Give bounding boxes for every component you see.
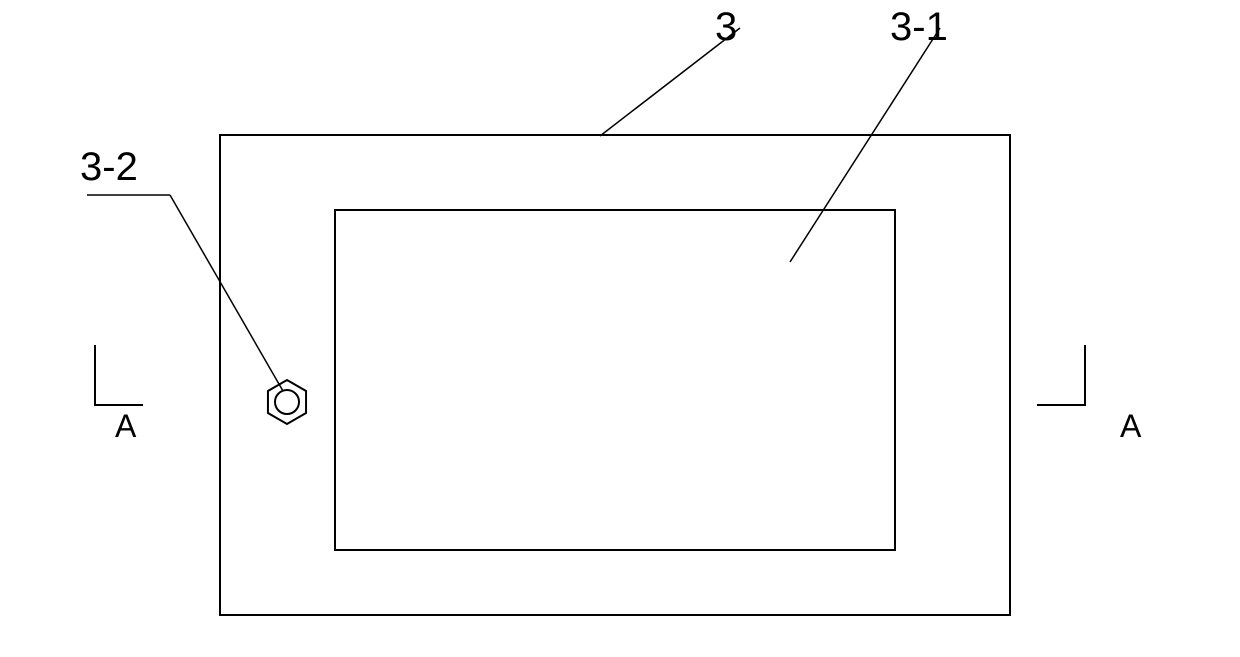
label-A-right: A bbox=[1120, 408, 1141, 445]
label-A-left: A bbox=[115, 408, 136, 445]
diagram-svg bbox=[0, 0, 1240, 657]
label-3-1: 3-1 bbox=[890, 5, 948, 50]
bolt-circle bbox=[275, 390, 299, 414]
outer-rectangle bbox=[220, 135, 1010, 615]
leader-line-3-1 bbox=[790, 28, 940, 262]
section-mark-left bbox=[95, 345, 143, 405]
inner-rectangle bbox=[335, 210, 895, 550]
label-3-2: 3-2 bbox=[80, 145, 138, 190]
technical-diagram: 3 3-1 3-2 A A bbox=[0, 0, 1240, 657]
leader-line-3-2 bbox=[170, 195, 283, 391]
label-3: 3 bbox=[715, 5, 737, 50]
section-mark-right bbox=[1037, 345, 1085, 405]
hexagon-bolt-icon bbox=[268, 380, 306, 424]
